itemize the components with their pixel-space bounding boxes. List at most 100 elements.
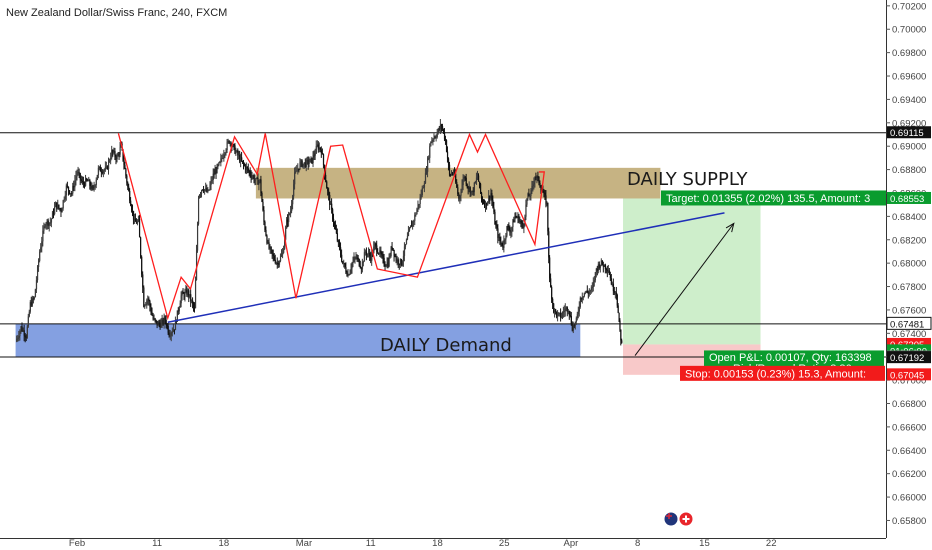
time-axis[interactable]: Feb 11 18 Mar 11 18 25 Apr 8 15 22 bbox=[0, 538, 886, 550]
candle bbox=[549, 255, 551, 283]
candle bbox=[114, 147, 116, 161]
candle bbox=[225, 148, 227, 156]
price-label[interactable]: 0.67481 bbox=[886, 316, 932, 330]
candle bbox=[480, 182, 482, 194]
candle bbox=[516, 215, 518, 219]
candle bbox=[313, 150, 315, 161]
candle-body bbox=[428, 157, 430, 159]
candle bbox=[267, 239, 269, 245]
candle bbox=[540, 185, 542, 194]
candle-body bbox=[354, 257, 356, 259]
candle-body bbox=[353, 257, 355, 262]
target-zone[interactable] bbox=[623, 198, 761, 345]
candle bbox=[484, 199, 486, 209]
candle bbox=[49, 217, 51, 227]
candle bbox=[65, 183, 68, 201]
candle-body bbox=[33, 297, 35, 299]
candle-body bbox=[225, 150, 227, 154]
candle bbox=[75, 170, 77, 186]
candle-body bbox=[431, 140, 433, 142]
candle-body bbox=[57, 204, 59, 209]
candle bbox=[302, 163, 304, 169]
candle bbox=[457, 184, 459, 197]
nz-flag-icon[interactable] bbox=[663, 511, 679, 527]
candle-body bbox=[299, 161, 301, 170]
candle bbox=[449, 173, 452, 177]
candle bbox=[503, 235, 505, 253]
projection-arrow[interactable] bbox=[634, 223, 735, 356]
candle-body bbox=[512, 220, 514, 228]
candle bbox=[620, 329, 622, 346]
candle-body bbox=[192, 300, 194, 304]
price-axis[interactable]: 0.70200 0.70000 0.69800 0.69600 0.69400 0.692… bbox=[886, 0, 932, 550]
candle-body bbox=[40, 247, 42, 252]
price-label[interactable]: 0.67045 bbox=[887, 368, 931, 381]
candle bbox=[593, 276, 596, 287]
candle bbox=[236, 149, 238, 153]
demand-zone[interactable] bbox=[15, 323, 581, 357]
candle bbox=[436, 128, 438, 139]
candle bbox=[529, 193, 531, 201]
price-label[interactable]: 0.67192 bbox=[887, 351, 931, 364]
candle bbox=[411, 220, 413, 227]
candle bbox=[608, 267, 611, 275]
candle-body bbox=[127, 182, 129, 187]
candle-body bbox=[131, 210, 134, 212]
candle-body bbox=[507, 226, 509, 228]
candle-body bbox=[375, 243, 377, 246]
candle bbox=[371, 249, 373, 266]
candle-body bbox=[492, 200, 494, 208]
candle-body bbox=[296, 170, 298, 172]
candle bbox=[158, 319, 160, 328]
price-label[interactable]: 0.68553 bbox=[887, 191, 931, 205]
candle-body bbox=[25, 336, 27, 338]
candle bbox=[17, 335, 19, 342]
candle-body bbox=[469, 187, 471, 194]
candle bbox=[160, 318, 162, 328]
candle bbox=[394, 253, 396, 258]
candle bbox=[76, 169, 78, 181]
candle bbox=[442, 128, 445, 134]
candle-body bbox=[579, 297, 581, 307]
target-label-bg bbox=[661, 190, 886, 206]
candle bbox=[193, 302, 196, 313]
price-tick-label: 0.69200 bbox=[892, 118, 926, 129]
candle-body bbox=[573, 325, 575, 327]
price-label[interactable]: 0.69115 bbox=[887, 126, 931, 139]
candle-body bbox=[483, 201, 485, 204]
trend-line[interactable] bbox=[167, 212, 725, 323]
candle bbox=[246, 166, 249, 174]
candle bbox=[59, 207, 61, 212]
candle bbox=[77, 166, 79, 176]
candle-body bbox=[298, 168, 300, 170]
candle-body bbox=[302, 163, 304, 167]
candle-body bbox=[452, 172, 455, 174]
candle-body bbox=[235, 151, 237, 154]
candle bbox=[591, 282, 594, 293]
candle-body bbox=[213, 173, 215, 175]
candle bbox=[536, 175, 538, 184]
candle-body bbox=[557, 313, 559, 317]
candle-body bbox=[446, 151, 449, 159]
candle-body bbox=[379, 250, 381, 254]
zigzag-line[interactable] bbox=[117, 132, 545, 321]
candle-body bbox=[138, 219, 141, 238]
candle-body bbox=[209, 184, 211, 190]
price-tick-label: 0.70000 bbox=[892, 25, 926, 36]
candle bbox=[588, 288, 591, 297]
candle bbox=[173, 329, 176, 335]
candle-body bbox=[29, 302, 31, 312]
candle bbox=[104, 161, 107, 172]
candle-body bbox=[118, 154, 120, 156]
candle-body bbox=[553, 303, 555, 313]
swiss-flag-icon[interactable] bbox=[678, 511, 694, 527]
candle-body bbox=[536, 176, 538, 178]
candle bbox=[240, 153, 242, 168]
candle-body bbox=[488, 195, 490, 202]
candle-body bbox=[419, 197, 421, 205]
candle bbox=[488, 190, 490, 204]
candle bbox=[351, 261, 353, 274]
candle bbox=[462, 174, 464, 191]
candle bbox=[494, 209, 496, 225]
